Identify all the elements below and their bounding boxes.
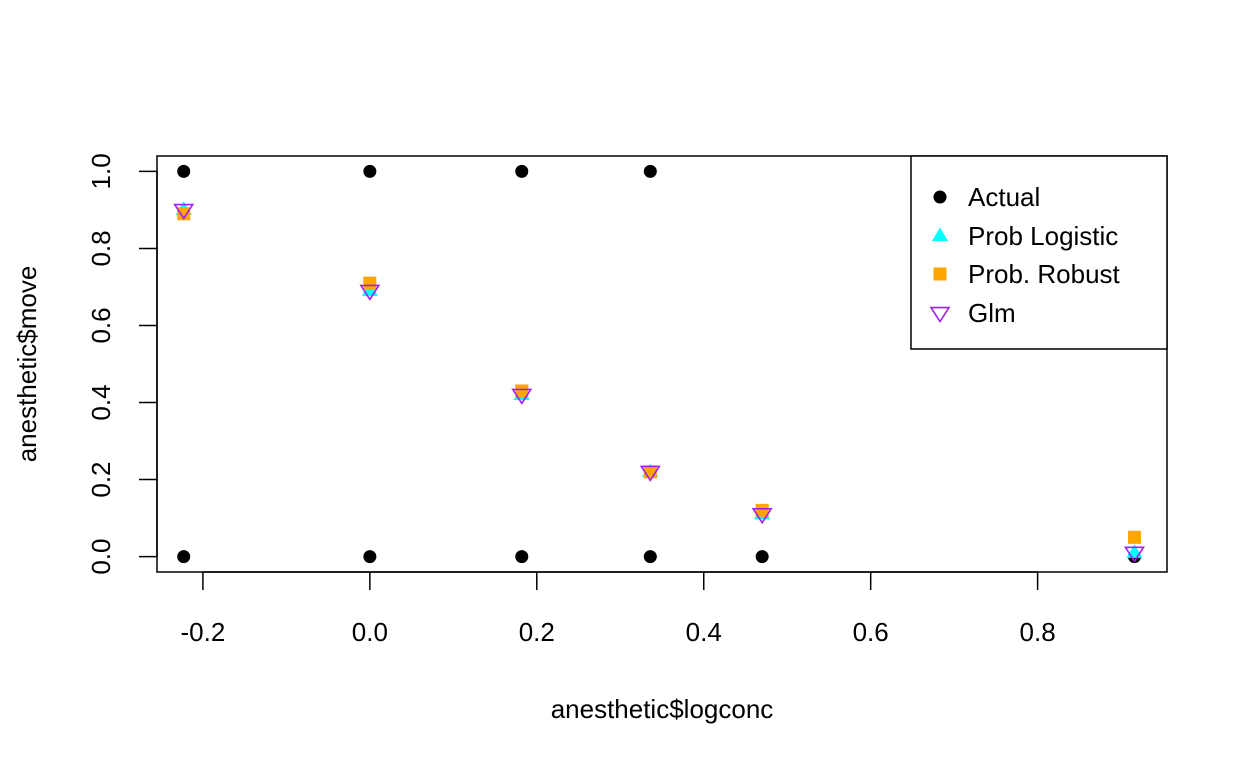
y-tick-label: 0.0 [86,539,116,575]
legend-marker [929,306,951,324]
data-point [511,388,533,405]
legend-box [910,155,1168,350]
x-tick-label: 0.4 [686,617,722,647]
data-point [1127,530,1141,544]
legend-item: Glm [929,298,1016,328]
y-tick-label: 0.4 [86,384,116,420]
x-tick-label: 0.8 [1020,617,1056,647]
data-point [363,550,377,564]
legend: Actual Prob Logistic Prob. Robust Glm [910,155,1168,350]
legend-label: Glm [968,298,1016,328]
data-point [173,203,195,220]
y-tick-label: 0.6 [86,307,116,343]
data-point [643,550,657,564]
x-tick-label: 0.0 [352,617,388,647]
series-prob-robust [177,207,1141,544]
x-tick-label: -0.2 [181,617,226,647]
legend-marker [931,227,949,242]
data-point [515,384,529,398]
legend-item: Prob. Robust [933,259,1121,289]
y-tick-label: 1.0 [86,153,116,189]
x-axis: -0.2 0.0 0.2 0.4 0.6 0.8 [181,571,1056,647]
legend-label: Actual [968,182,1040,212]
legend-label: Prob Logistic [968,221,1118,251]
legend-marker [933,267,947,281]
legend-item: Prob Logistic [931,221,1118,251]
series-glm [173,203,1145,563]
data-point [643,164,657,178]
data-point [751,508,773,525]
data-point [639,465,661,482]
data-point [177,164,191,178]
data-point [1126,544,1143,558]
series-layer [173,164,1145,564]
legend-label: Prob. Robust [968,259,1121,289]
y-tick-label: 0.8 [86,230,116,266]
data-point [177,207,191,221]
y-axis-label: anesthetic$move [12,266,42,463]
x-tick-label: 0.6 [853,617,889,647]
legend-item: Actual [933,182,1040,212]
data-point [359,284,381,301]
x-axis-label: anesthetic$logconc [551,694,774,724]
legend-marker [933,190,947,204]
data-point [755,550,769,564]
data-point [755,503,769,517]
y-tick-label: 0.2 [86,461,116,497]
data-point [1123,546,1145,563]
x-tick-label: 0.2 [519,617,555,647]
y-axis: 0.0 0.2 0.4 0.6 0.8 1.0 [86,153,158,575]
data-point [515,164,529,178]
data-point [177,550,191,564]
data-point [363,276,377,290]
data-point [515,550,529,564]
data-point [643,465,657,479]
data-point [363,164,377,178]
